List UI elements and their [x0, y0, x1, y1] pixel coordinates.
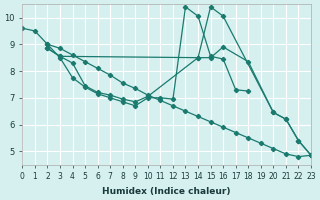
X-axis label: Humidex (Indice chaleur): Humidex (Indice chaleur): [102, 187, 231, 196]
